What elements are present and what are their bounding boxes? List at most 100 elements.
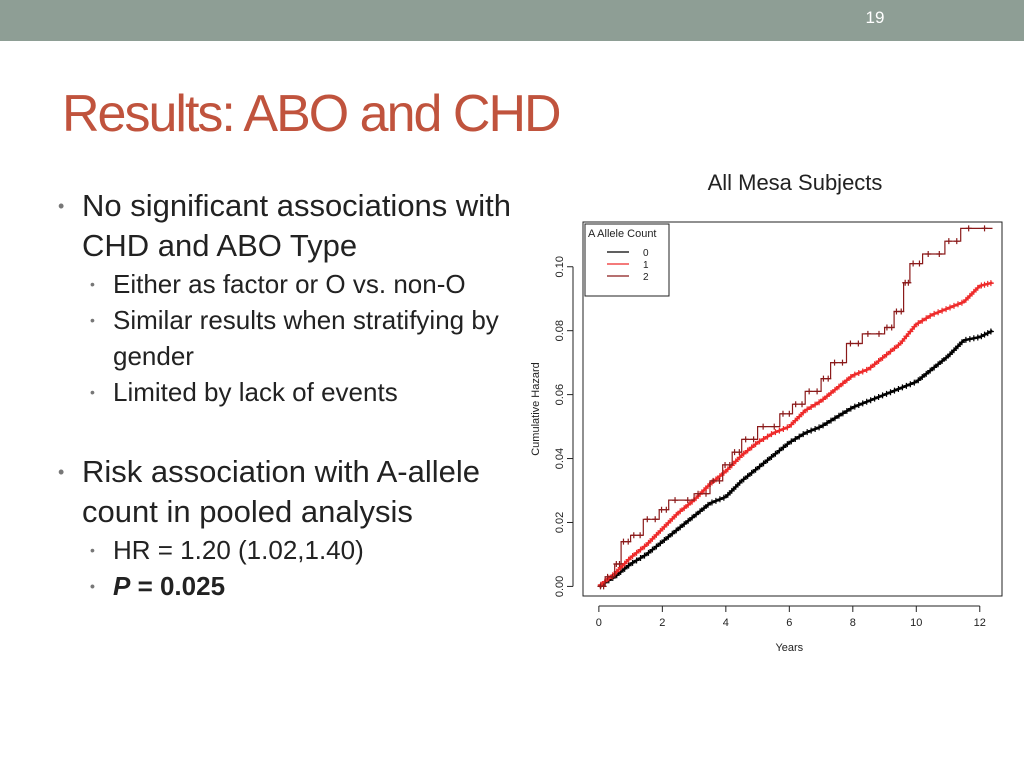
censor-mark — [843, 377, 850, 384]
censor-mark — [673, 511, 680, 518]
bullet-dot-icon: • — [90, 542, 95, 558]
censor-mark — [764, 457, 771, 464]
censor-mark — [760, 435, 767, 442]
series-line-0 — [598, 329, 994, 588]
censor-mark — [616, 561, 623, 568]
censor-mark — [701, 487, 708, 494]
censor-mark — [701, 505, 708, 512]
censor-mark — [984, 280, 991, 287]
censor-mark — [784, 441, 791, 448]
censor-mark — [653, 543, 660, 550]
top-bar: 19 — [0, 0, 1024, 41]
censor-mark — [887, 389, 894, 396]
censor-mark — [910, 260, 917, 267]
censor-mark — [771, 423, 778, 430]
sub-bullet-text: Similar results when stratifying by gend… — [113, 305, 499, 371]
censor-mark — [641, 543, 648, 550]
censor-mark — [847, 405, 854, 412]
p-value: = 0.025 — [130, 571, 226, 601]
censor-mark — [673, 527, 680, 534]
censor-mark — [915, 320, 922, 327]
censor-mark — [792, 401, 799, 408]
censor-mark — [907, 328, 914, 335]
bullet-gap — [58, 410, 518, 452]
censor-mark — [703, 490, 710, 497]
censor-mark — [637, 555, 644, 562]
y-tick-label: 0.08 — [554, 320, 566, 341]
censor-mark — [609, 573, 616, 580]
censor-mark — [800, 409, 807, 416]
censor-mark — [987, 280, 994, 287]
censor-mark — [911, 379, 918, 386]
censor-mark — [891, 387, 898, 394]
censor-mark — [625, 562, 632, 569]
censor-mark — [812, 425, 819, 432]
censor-mark — [710, 477, 717, 484]
censor-mark — [772, 429, 779, 436]
censor-mark — [855, 402, 862, 409]
bullet-dot-icon: • — [90, 312, 95, 328]
censor-mark — [799, 401, 806, 408]
censor-mark — [888, 324, 895, 331]
censor-mark — [827, 417, 834, 424]
censor-mark — [736, 479, 743, 486]
censor-mark — [756, 438, 763, 445]
censor-mark — [663, 506, 670, 513]
censor-mark — [827, 390, 834, 397]
censor-mark — [943, 306, 950, 313]
censor-mark — [752, 441, 759, 448]
censor-mark — [732, 458, 739, 465]
censor-mark — [665, 533, 672, 540]
censor-mark — [752, 466, 759, 473]
censor-mark — [720, 494, 727, 501]
censor-mark — [843, 407, 850, 414]
censor-mark — [764, 433, 771, 440]
censor-mark — [875, 330, 882, 337]
censor-mark — [950, 347, 957, 354]
censor-mark — [633, 557, 640, 564]
censor-mark — [820, 396, 827, 403]
censor-mark — [812, 401, 819, 408]
censor-mark — [954, 301, 961, 308]
censor-mark — [895, 386, 902, 393]
censor-mark — [947, 304, 954, 311]
censor-mark — [875, 358, 882, 365]
censor-mark — [945, 238, 952, 245]
censor-mark — [716, 477, 723, 484]
censor-mark — [978, 282, 985, 289]
censor-mark — [899, 384, 906, 391]
censor-mark — [689, 514, 696, 521]
censor-mark — [978, 333, 985, 340]
censor-mark — [697, 508, 704, 515]
censor-mark — [871, 395, 878, 402]
censor-mark — [899, 338, 906, 345]
censor-mark — [652, 516, 659, 523]
y-tick-label: 0.10 — [554, 256, 566, 277]
censor-mark — [669, 515, 676, 522]
censor-mark — [927, 367, 934, 374]
censor-mark — [970, 288, 977, 295]
sub-bullet-item: • Similar results when stratifying by ge… — [58, 302, 518, 374]
censor-mark — [726, 461, 733, 468]
bullet-text: No significant associations with CHD and… — [82, 188, 512, 263]
censor-mark — [617, 564, 624, 571]
cumulative-hazard-chart: 0 2 4 6 8 10 12Years0.000.020.040.060.080.10Cu… — [530, 221, 1003, 654]
censor-mark — [947, 351, 954, 358]
censor-mark — [724, 466, 731, 473]
censor-mark — [923, 315, 930, 322]
censor-mark — [984, 330, 991, 337]
censor-mark — [816, 424, 823, 431]
y-tick-label: 0.00 — [554, 576, 566, 597]
censor-mark — [780, 425, 787, 432]
x-tick-label: 10 — [910, 617, 922, 629]
censor-mark — [847, 340, 854, 347]
censor-mark — [824, 393, 831, 400]
censor-mark — [855, 340, 862, 347]
censor-mark — [788, 438, 795, 445]
censor-mark — [981, 331, 988, 338]
x-axis-label: Years — [775, 642, 803, 654]
y-axis-label: Cumulative Hazard — [530, 362, 542, 456]
censor-mark — [966, 336, 973, 343]
censor-mark — [855, 370, 862, 377]
censor-mark — [814, 388, 821, 395]
